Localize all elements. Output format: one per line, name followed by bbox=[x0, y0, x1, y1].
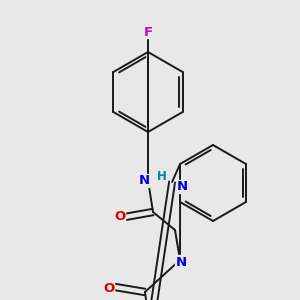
Text: N: N bbox=[138, 175, 150, 188]
Text: H: H bbox=[157, 170, 167, 184]
Text: O: O bbox=[114, 211, 126, 224]
Text: N: N bbox=[176, 256, 187, 268]
Text: N: N bbox=[176, 181, 188, 194]
Text: O: O bbox=[103, 281, 115, 295]
Text: F: F bbox=[143, 26, 153, 38]
